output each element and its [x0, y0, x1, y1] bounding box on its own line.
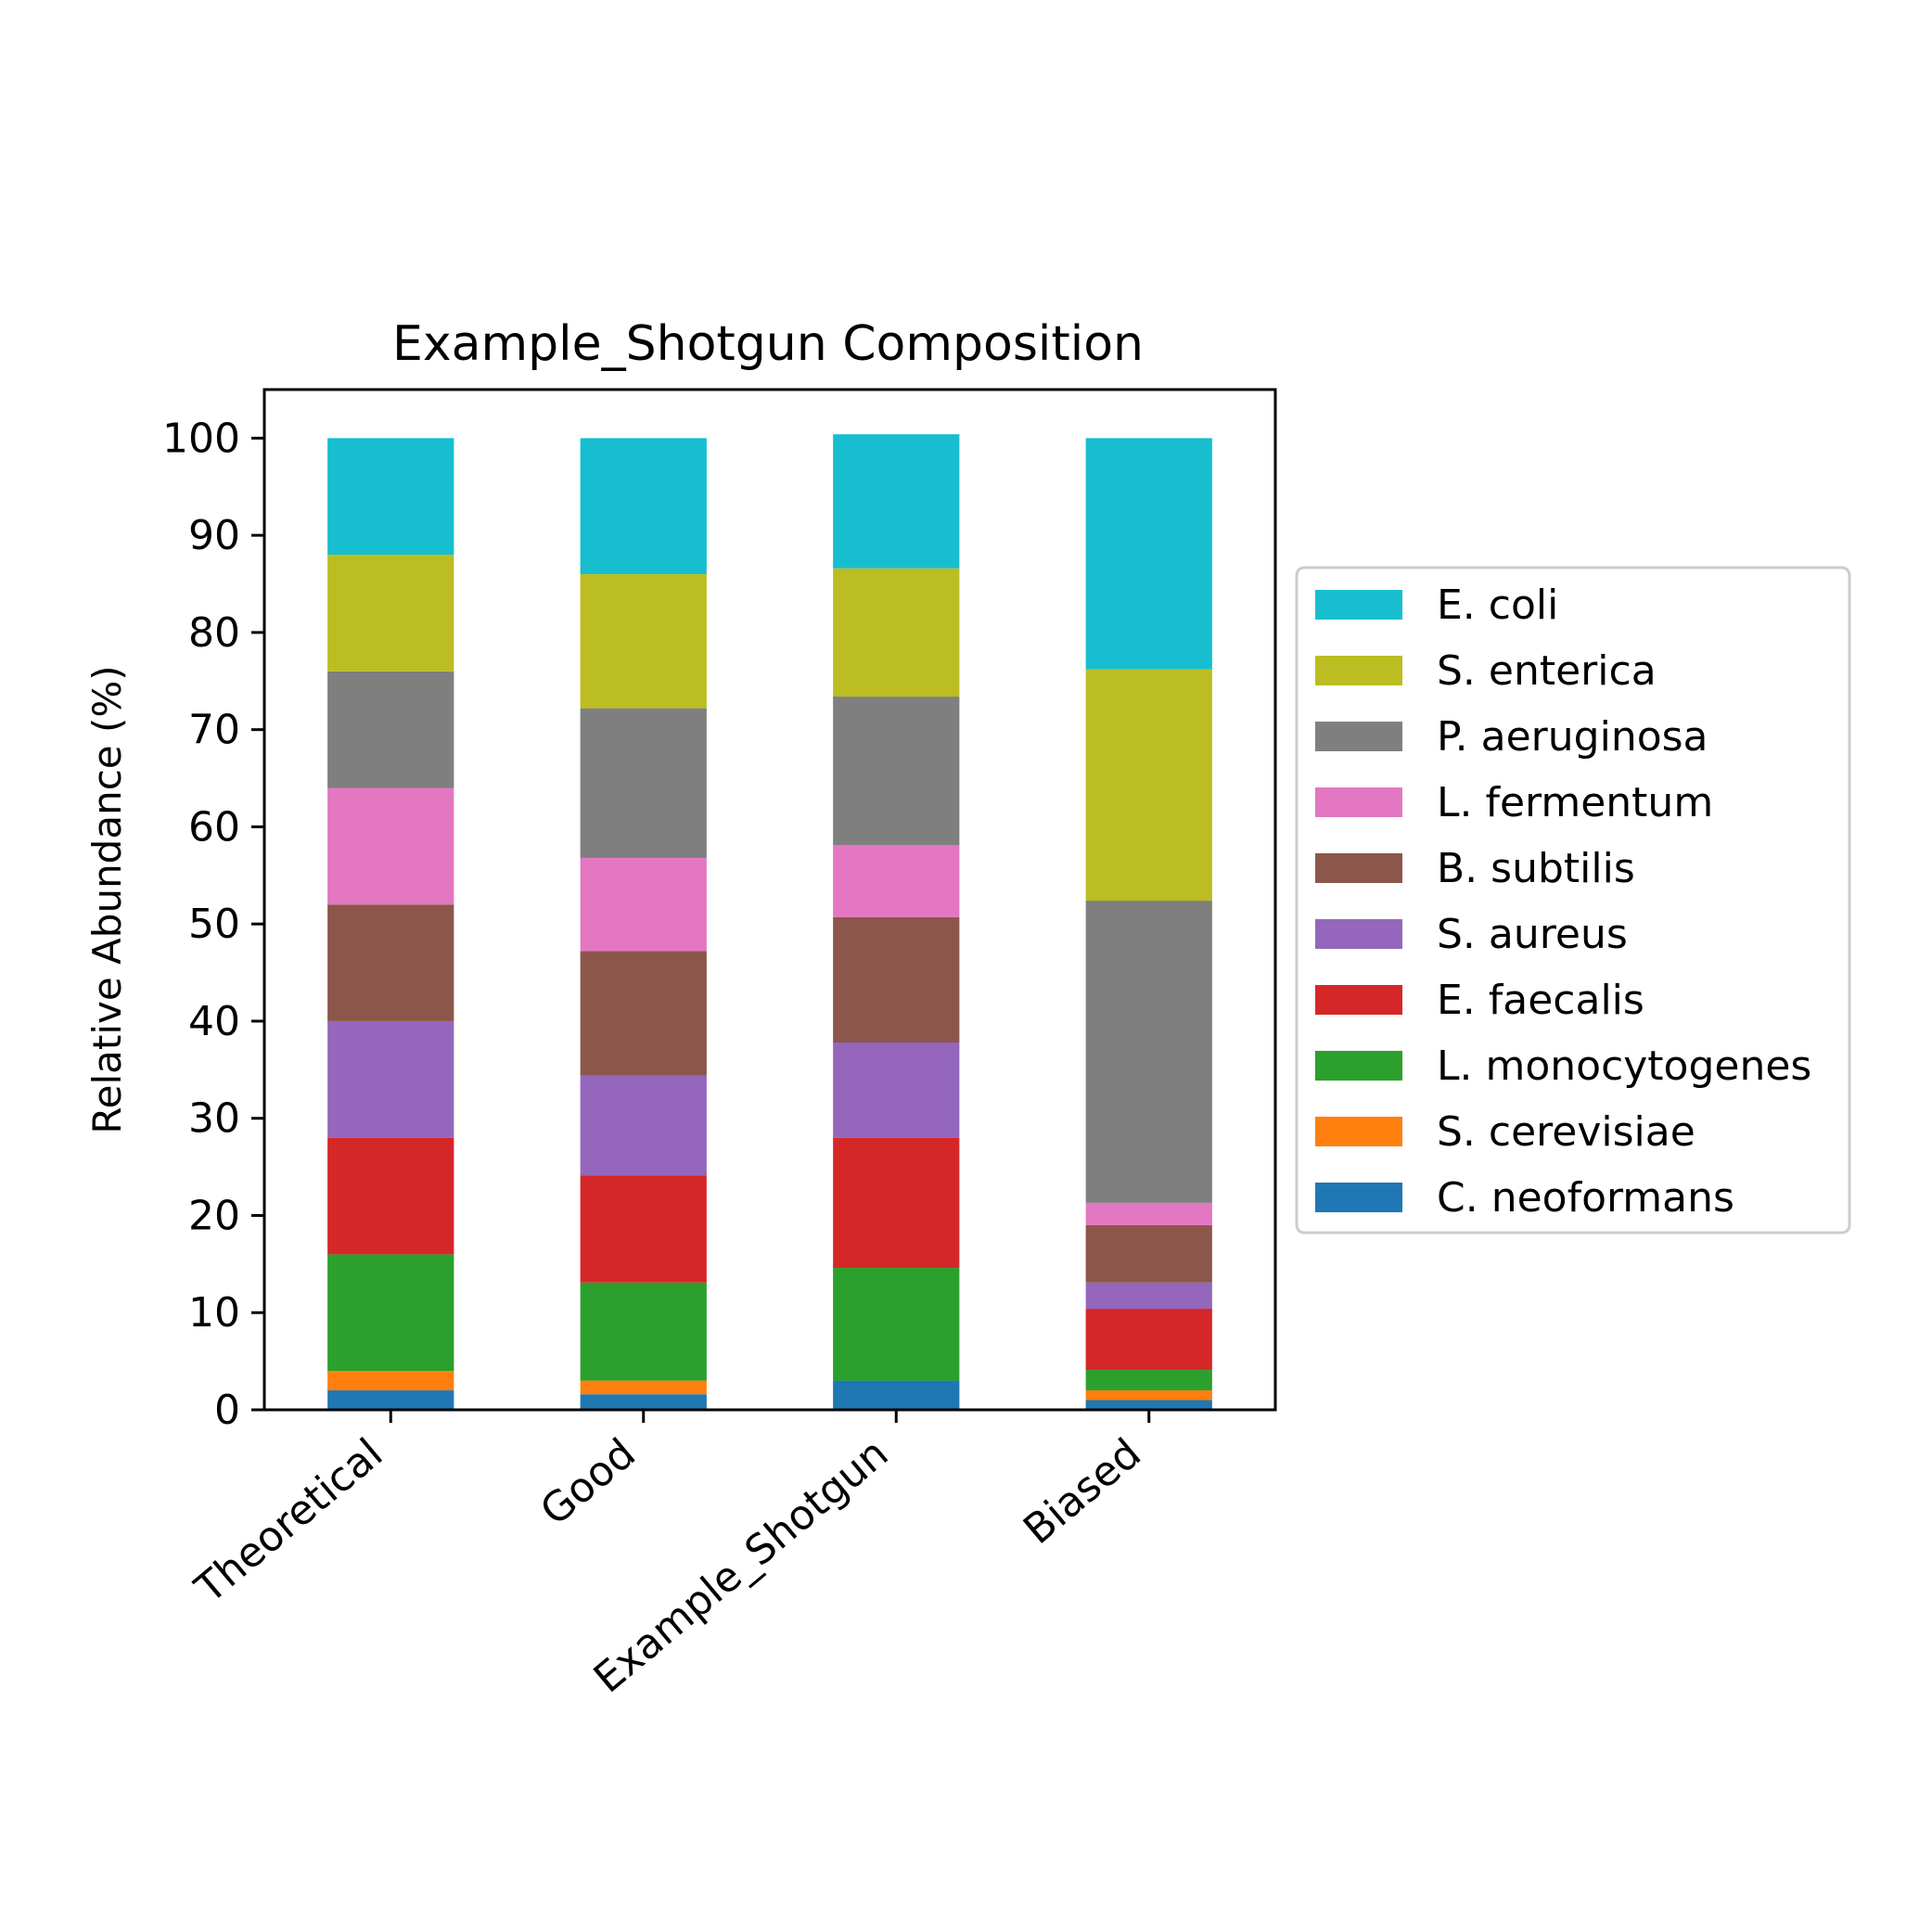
legend-label: L. monocytogenes: [1437, 1043, 1811, 1090]
bar-segment-theoretical-5: [327, 904, 454, 1021]
bar-segment-good-0: [580, 1394, 707, 1410]
bar-segment-example_shotgun-5: [833, 916, 960, 1043]
bar-segment-theoretical-6: [327, 787, 454, 905]
y-tick-label: 40: [188, 998, 240, 1045]
bar-segment-biased-7: [1085, 901, 1212, 1203]
bar-segment-biased-2: [1085, 1370, 1212, 1391]
x-tick-label: Biased: [1015, 1429, 1150, 1554]
bar-segment-good-4: [580, 1075, 707, 1176]
legend-label: B. subtilis: [1437, 845, 1635, 892]
bar-segment-biased-4: [1085, 1282, 1212, 1310]
bar-segment-theoretical-7: [327, 671, 454, 788]
bar-segment-example_shotgun-4: [833, 1043, 960, 1138]
bar-segment-theoretical-0: [327, 1390, 454, 1410]
y-tick-label: 70: [188, 707, 240, 754]
bar-segment-theoretical-9: [327, 438, 454, 556]
legend-swatch: [1315, 590, 1402, 620]
x-tick-label: Good: [531, 1429, 645, 1535]
y-tick-label: 80: [188, 609, 240, 657]
y-tick-label: 30: [188, 1095, 240, 1143]
legend: E. coli S. enterica P. aeruginosa L. fermen…: [1295, 566, 1851, 1235]
bar-segment-example_shotgun-3: [833, 1137, 960, 1269]
bar-segment-good-5: [580, 951, 707, 1076]
legend-label: L. fermentum: [1437, 779, 1713, 826]
bar-segment-biased-9: [1085, 438, 1212, 670]
bar-segment-example_shotgun-8: [833, 568, 960, 697]
legend-swatch: [1315, 787, 1402, 817]
bar-segment-theoretical-8: [327, 555, 454, 672]
legend-swatch: [1315, 853, 1402, 883]
bar-segment-biased-1: [1085, 1390, 1212, 1401]
bar-segment-biased-3: [1085, 1309, 1212, 1371]
legend-frame: [1295, 566, 1851, 1235]
bar-segment-biased-6: [1085, 1202, 1212, 1225]
legend-swatch: [1315, 1051, 1402, 1081]
y-tick-label: 20: [188, 1192, 240, 1239]
legend-label: E. coli: [1437, 582, 1558, 629]
bar-segment-good-2: [580, 1282, 707, 1381]
bar-segment-example_shotgun-0: [833, 1380, 960, 1410]
bar-segment-good-6: [580, 857, 707, 952]
legend-label: C. neoformans: [1437, 1174, 1734, 1222]
y-tick-label: 50: [188, 901, 240, 948]
bar-segment-biased-5: [1085, 1224, 1212, 1283]
plot-frame: [262, 388, 1277, 1412]
bar-segment-theoretical-1: [327, 1371, 454, 1391]
bar-segment-example_shotgun-2: [833, 1268, 960, 1381]
legend-swatch: [1315, 656, 1402, 685]
legend-swatch: [1315, 919, 1402, 949]
y-tick-label: 10: [188, 1289, 240, 1337]
bar-segment-good-7: [580, 708, 707, 858]
bar-stacks: [327, 434, 1212, 1410]
bar-segment-example_shotgun-9: [833, 434, 960, 569]
legend-label: S. cerevisiae: [1437, 1108, 1695, 1156]
legend-label: S. enterica: [1437, 647, 1657, 695]
bar-segment-good-9: [580, 438, 707, 575]
y-tick-label: 0: [214, 1387, 240, 1434]
bar-segment-good-1: [580, 1380, 707, 1395]
legend-swatch: [1315, 985, 1402, 1015]
bar-segment-theoretical-4: [327, 1020, 454, 1138]
legend-swatch: [1315, 1183, 1402, 1212]
y-axis-label: Relative Abundance (%): [84, 665, 130, 1133]
bar-segment-theoretical-2: [327, 1254, 454, 1372]
x-tick-label: Theoretical: [186, 1429, 391, 1613]
bar-segment-theoretical-3: [327, 1137, 454, 1255]
y-tick-label: 60: [188, 803, 240, 851]
bar-segment-example_shotgun-7: [833, 697, 960, 846]
bar-segment-good-8: [580, 574, 707, 709]
bar-segment-biased-0: [1085, 1400, 1212, 1410]
legend-swatch: [1315, 1117, 1402, 1146]
legend-label: E. faecalis: [1437, 977, 1644, 1024]
chart-title: Example_Shotgun Composition: [392, 316, 1144, 372]
y-tick-label: 100: [162, 415, 240, 462]
y-tick-label: 90: [188, 512, 240, 559]
legend-label: S. aureus: [1437, 911, 1628, 958]
bar-segment-biased-8: [1085, 669, 1212, 902]
bar-segment-example_shotgun-6: [833, 845, 960, 917]
y-axis: 0 10 20 30 40 50 60 70 80 90 100: [162, 415, 264, 1434]
bar-segment-good-3: [580, 1175, 707, 1283]
legend-swatch: [1315, 722, 1402, 751]
legend-label: P. aeruginosa: [1437, 713, 1708, 761]
